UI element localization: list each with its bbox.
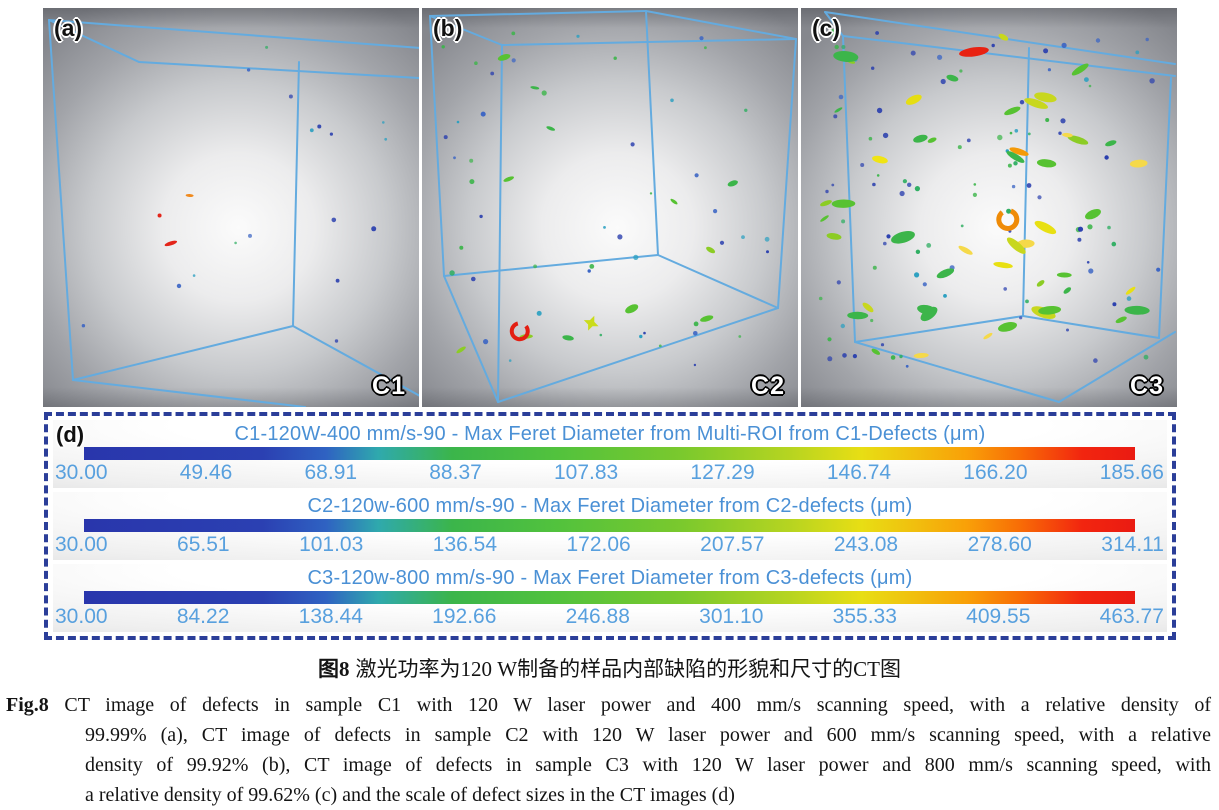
sample-tag-c1: C1 xyxy=(372,372,406,400)
scale-tick: 107.83 xyxy=(554,460,619,484)
scale-row-c1: C1-120W-400 mm/s-90 - Max Feret Diameter… xyxy=(53,420,1167,488)
scale-tick: 246.88 xyxy=(565,604,630,628)
scale-tick: 185.66 xyxy=(1099,460,1164,484)
colorbar xyxy=(84,518,1135,532)
ct-panels-row: (a) C1 (b) C2 (c) C3 xyxy=(43,8,1177,407)
scale-ticks-c2: 30.00 65.51 101.03 136.54 172.06 207.57 243.08… xyxy=(53,532,1167,558)
panel-letter-b: (b) xyxy=(433,15,463,41)
scale-tick: 30.00 xyxy=(55,532,108,556)
scale-tick: 65.51 xyxy=(177,532,230,556)
scale-tick: 192.66 xyxy=(432,604,497,628)
scale-tick: 166.20 xyxy=(963,460,1028,484)
scale-tick: 314.11 xyxy=(1101,532,1164,556)
ct-render-c3 xyxy=(818,11,1176,403)
caption-english: Fig.8 CT image of defects in sample C1 w… xyxy=(6,690,1211,810)
scale-tick: 278.60 xyxy=(967,532,1032,556)
scale-tick: 146.74 xyxy=(826,460,892,484)
panel-letter-a: (a) xyxy=(54,15,83,41)
caption-en-line3: density of 99.92% (b), CT image of defec… xyxy=(85,754,1211,776)
scale-tick: 30.00 xyxy=(55,604,108,628)
colorbar xyxy=(84,446,1135,460)
scale-tick: 136.54 xyxy=(432,532,497,556)
scale-tick: 49.46 xyxy=(179,460,233,484)
scale-tick: 409.55 xyxy=(966,604,1031,628)
scale-title-c1: C1-120W-400 mm/s-90 - Max Feret Diameter… xyxy=(234,422,986,445)
caption-zh-label: 图8 xyxy=(318,657,350,681)
scale-ticks-c3: 30.00 84.22 138.44 192.66 246.88 301.10 355.33… xyxy=(53,604,1167,630)
ct-render-c2 xyxy=(429,10,797,403)
ct-panel-c1: (a) C1 xyxy=(43,8,419,407)
scale-tick: 68.91 xyxy=(304,460,358,484)
scale-tick: 138.44 xyxy=(298,604,363,628)
scale-row-c3: C3-120w-800 mm/s-90 - Max Feret Diameter… xyxy=(53,564,1167,632)
colorbar xyxy=(84,590,1135,604)
ct-panel-c2: (b) C2 xyxy=(422,8,798,407)
scale-tick: 207.57 xyxy=(700,532,765,556)
sample-tag-c3: C3 xyxy=(1130,372,1164,400)
panel-letter-d: (d) xyxy=(56,422,85,447)
scale-tick: 127.29 xyxy=(690,460,755,484)
scale-tick: 172.06 xyxy=(566,532,631,556)
scale-tick: 30.00 xyxy=(55,460,108,484)
scale-tick: 463.77 xyxy=(1099,604,1164,628)
scale-ticks-c1: 30.00 49.46 68.91 88.37 107.83 127.29 146.74 16… xyxy=(53,460,1167,486)
ct-panel-c3: (c) C3 xyxy=(801,8,1177,407)
caption-en-line1: Fig.8 CT image of defects in sample C1 w… xyxy=(6,694,1211,716)
panel-letter-c: (c) xyxy=(812,15,841,41)
ct-render-c1 xyxy=(48,19,419,407)
scale-tick: 88.37 xyxy=(429,460,482,484)
scale-bars-panel: (d) C1-120W-400 mm/s-90 - Max Feret Diam… xyxy=(44,412,1176,640)
scale-title-c3: C3-120w-800 mm/s-90 - Max Feret Diameter… xyxy=(307,566,913,589)
caption-en-line2: 99.99% (a), CT image of defects in sampl… xyxy=(85,724,1211,746)
sample-tag-c2: C2 xyxy=(751,372,785,400)
scale-tick: 301.10 xyxy=(699,604,764,628)
caption-chinese: 图8 激光功率为120 W制备的样品内部缺陷的形貌和尺寸的CT图 xyxy=(0,653,1219,683)
scale-tick: 101.03 xyxy=(299,532,364,556)
scale-title-c2: C2-120w-600 mm/s-90 - Max Feret Diameter… xyxy=(307,494,913,517)
scale-tick: 355.33 xyxy=(832,604,897,628)
scale-row-c2: C2-120w-600 mm/s-90 - Max Feret Diameter… xyxy=(53,492,1167,560)
caption-en-label: Fig.8 xyxy=(6,694,49,716)
caption-en-line4: a relative density of 99.62% (c) and the… xyxy=(85,784,735,806)
scale-tick: 243.08 xyxy=(833,532,899,556)
scale-tick: 84.22 xyxy=(176,604,230,628)
caption-zh-text: 激光功率为120 W制备的样品内部缺陷的形貌和尺寸的CT图 xyxy=(355,657,901,681)
